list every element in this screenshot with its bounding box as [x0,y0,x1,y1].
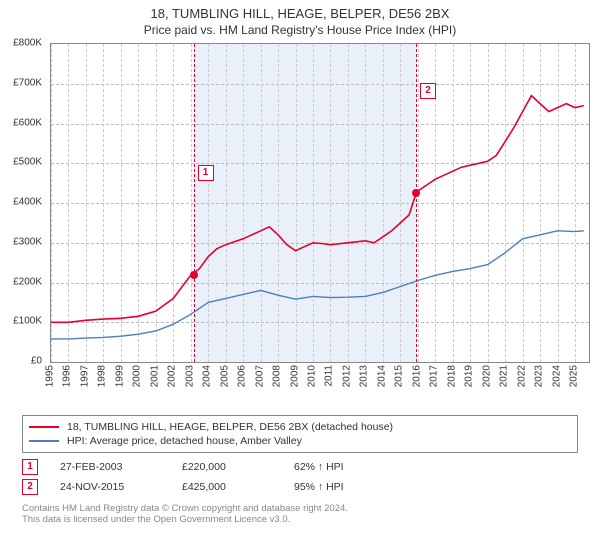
x-tick-label: 2024 [551,365,562,387]
legend-item: 18, TUMBLING HILL, HEAGE, BELPER, DE56 2… [29,420,571,434]
legend-label: HPI: Average price, detached house, Ambe… [67,435,302,447]
legend-item: HPI: Average price, detached house, Ambe… [29,434,571,448]
event-marker: 2 [22,479,38,495]
y-tick-label: £800K [13,38,42,49]
y-tick-label: £0 [31,356,42,367]
title-subtitle: Price paid vs. HM Land Registry's House … [0,23,600,37]
x-tick-label: 2011 [324,365,335,387]
event-price: £425,000 [182,481,272,493]
chart-container: 18, TUMBLING HILL, HEAGE, BELPER, DE56 2… [0,0,600,525]
x-axis-labels: 1995199619971998199920002001200220032004… [50,363,588,409]
y-tick-label: £700K [13,77,42,88]
x-tick-label: 2006 [237,365,248,387]
title-address: 18, TUMBLING HILL, HEAGE, BELPER, DE56 2… [0,6,600,21]
x-tick-label: 2010 [307,365,318,387]
x-tick-label: 2015 [394,365,405,387]
footer: Contains HM Land Registry data © Crown c… [22,503,578,525]
x-tick-label: 2023 [534,365,545,387]
x-tick-label: 1997 [79,365,90,387]
x-tick-label: 1995 [45,365,56,387]
event-date: 24-NOV-2015 [60,481,160,493]
event-marker: 1 [22,459,38,475]
event-vs-hpi: 62% ↑ HPI [294,461,344,473]
footer-line: This data is licensed under the Open Gov… [22,514,578,525]
x-tick-label: 2012 [341,365,352,387]
x-tick-label: 2004 [202,365,213,387]
plot-area: 12 [50,43,590,363]
y-tick-label: £600K [13,117,42,128]
legend-swatch [29,426,59,428]
x-tick-label: 2009 [289,365,300,387]
chart-lines [51,44,589,362]
event-row: 1 27-FEB-2003 £220,000 62% ↑ HPI [22,457,578,477]
x-tick-label: 2019 [464,365,475,387]
y-axis-labels: £0£100K£200K£300K£400K£500K£600K£700K£80… [0,43,46,361]
footer-line: Contains HM Land Registry data © Crown c… [22,503,578,514]
x-tick-label: 1996 [62,365,73,387]
y-tick-label: £400K [13,197,42,208]
sale-point [190,271,198,279]
x-tick-label: 2013 [359,365,370,387]
x-tick-label: 1998 [97,365,108,387]
sale-point [412,189,420,197]
y-tick-label: £100K [13,316,42,327]
x-tick-label: 2017 [429,365,440,387]
x-tick-label: 2002 [167,365,178,387]
x-tick-label: 2022 [516,365,527,387]
x-tick-label: 2018 [446,365,457,387]
x-tick-label: 2016 [411,365,422,387]
legend-swatch [29,440,59,442]
x-tick-label: 2003 [184,365,195,387]
events-table: 1 27-FEB-2003 £220,000 62% ↑ HPI 2 24-NO… [22,457,578,497]
sale-marker-label: 2 [420,83,436,99]
y-tick-label: £200K [13,276,42,287]
sale-marker-label: 1 [198,165,214,181]
x-tick-label: 1999 [114,365,125,387]
event-row: 2 24-NOV-2015 £425,000 95% ↑ HPI [22,477,578,497]
x-tick-label: 2007 [254,365,265,387]
y-tick-label: £500K [13,157,42,168]
x-tick-label: 2005 [219,365,230,387]
x-tick-label: 2020 [481,365,492,387]
y-tick-label: £300K [13,236,42,247]
event-vs-hpi: 95% ↑ HPI [294,481,344,493]
x-tick-label: 2025 [569,365,580,387]
legend: 18, TUMBLING HILL, HEAGE, BELPER, DE56 2… [22,415,578,453]
x-tick-label: 2021 [499,365,510,387]
event-price: £220,000 [182,461,272,473]
chart-titles: 18, TUMBLING HILL, HEAGE, BELPER, DE56 2… [0,0,600,37]
legend-label: 18, TUMBLING HILL, HEAGE, BELPER, DE56 2… [67,421,393,433]
x-tick-label: 2001 [149,365,160,387]
x-tick-label: 2008 [272,365,283,387]
x-tick-label: 2014 [376,365,387,387]
x-tick-label: 2000 [132,365,143,387]
event-date: 27-FEB-2003 [60,461,160,473]
